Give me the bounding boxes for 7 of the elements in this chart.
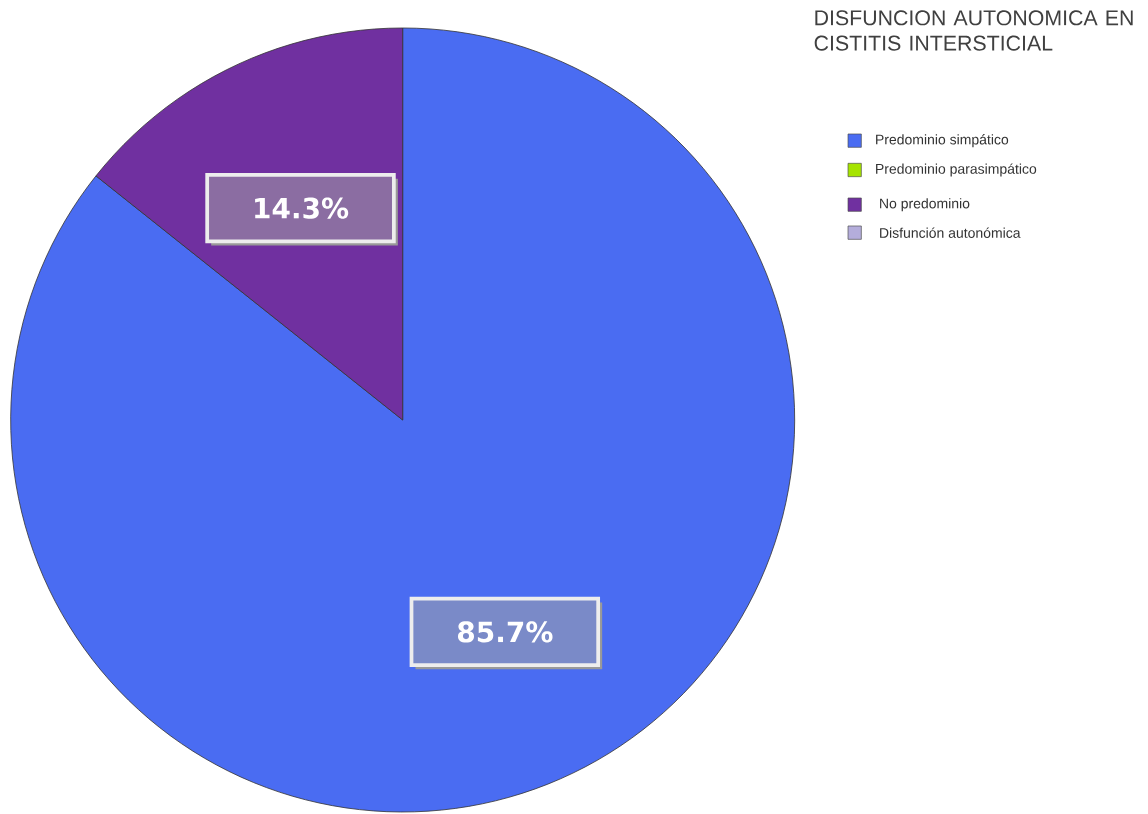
legend-label: Predominio parasimpático xyxy=(876,163,1037,177)
data-label: 85.7% xyxy=(457,621,553,643)
legend-label: Disfunción autonómica xyxy=(880,227,1021,238)
data-label: 14.3% xyxy=(255,197,349,219)
legend-label: Predominio simpático xyxy=(876,134,1009,148)
chart-title: DISFUNCION AUTONOMICA EN CISTITIS INTERSTICIAL xyxy=(814,10,1133,51)
legend-label: No predominio xyxy=(880,198,970,212)
